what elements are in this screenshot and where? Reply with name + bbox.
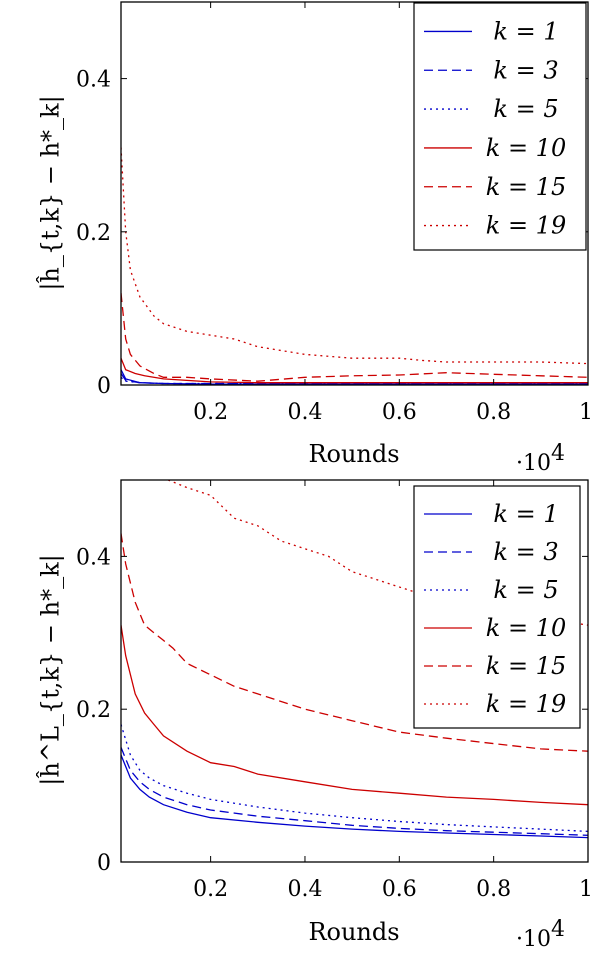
chart-top-series-line-2 [121,373,588,385]
chart-bottom-series-line-1 [121,754,588,839]
chart-top-x-tick-label: 0.6 [382,400,417,425]
chart-bottom-x-tick-label: 0.2 [193,877,228,902]
chart-bottom-series-line-5 [121,533,588,752]
chart-top-legend: k = 1 k = 3 k = 5 k = 10 k = 15 k = 19 [413,2,587,251]
chart-bottom-ticks: 0.2 0.4 0.6 0.8 1 0 0.2 0.4 [76,480,593,902]
multiplier-exp: 4 [551,917,565,942]
y-axis-title-text: |ĥ^L_{t,k} − h*_k| [36,554,66,785]
chart-top-y-tick-label: 0.2 [76,221,111,246]
chart-bottom-legend: k = 1 k = 3 k = 5 k = 10 k = 15 k = 19 [413,485,581,729]
chart-top-x-multiplier: ·104 [516,441,565,476]
chart-top-legend-label: k = 15 [486,173,566,201]
chart-bottom: 0.2 0.4 0.6 0.8 100.20.4 |ĥ^L_{t,k} − h*_k| … [36,479,593,952]
chart-top-x-axis-title: Rounds [308,440,399,468]
chart-top-ticks: 0.2 0.4 0.6 0.8 1 0 0.2 0.4 [76,2,593,425]
chart-bottom-x-multiplier: ·104 [516,917,565,950]
chart-top-legend-label: k = 19 [486,212,566,240]
chart-bottom-legend-box [413,485,581,729]
chart-top-series-line-5 [121,293,588,382]
chart-top-y-tick-label: 0.4 [76,68,111,93]
chart-bottom-plot-frame [120,479,589,863]
chart-top-legend-label: k = 5 [493,95,558,123]
chart-bottom-legend-label: k = 10 [486,614,566,642]
multiplier-exp: 4 [551,441,565,466]
chart-top-x-tick-label: 0.2 [193,400,228,425]
chart-bottom-legend-label: k = 19 [486,690,566,718]
chart-bottom-x-tick-label: 0.6 [382,877,417,902]
chart-bottom-series-line-3 [121,724,588,833]
chart-bottom-y-axis-title: |ĥ^L_{t,k} − h*_k| [36,554,66,785]
chart-top-series-line-4 [121,357,588,384]
chart-top-plot-frame [120,1,589,386]
chart-top-x-tick-label: 1 [579,400,593,425]
chart-bottom-x-tick-label: 1 [579,877,593,902]
chart-bottom-y-tick-label: 0.2 [76,698,111,723]
chart-top-y-axis-title: |ĥ_{t,k} − h*_k| [36,95,66,290]
chart-top-legend-label: k = 3 [493,56,558,84]
chart-bottom-legend-label: k = 1 [493,500,558,528]
chart-top-x-tick-label: 0.4 [287,400,322,425]
chart-bottom-x-tick-label: 0.4 [287,877,322,902]
chart-top-x-tick-label: 0.8 [476,400,511,425]
chart-bottom-y-tick-label: 0.4 [76,545,111,570]
chart-bottom-y-tick-label: 0 [97,851,111,876]
chart-bottom-series-line-4 [121,625,588,806]
chart-top: 0.2 0.4 0.6 0.8 1 0 0.2 0.4 |ĥ_{t,k} − h*_k| Ro… [36,1,593,476]
chart-bottom-legend-label: k = 3 [493,538,558,566]
multiplier-base: ·10 [516,927,551,950]
chart-top-legend-label: k = 1 [493,17,558,45]
chart-bottom-x-tick-label: 0.8 [476,877,511,902]
chart-bottom-legend-label: k = 15 [486,652,566,680]
chart-bottom-series-line-2 [121,747,588,836]
chart-bottom-x-axis-title: Rounds [308,918,399,946]
chart-top-legend-box [413,2,587,251]
chart-bottom-legend-label: k = 5 [493,576,558,604]
chart-top-y-tick-label: 0 [97,374,111,399]
y-axis-title-text: |ĥ_{t,k} − h*_k| [36,95,66,290]
multiplier-base: ·10 [516,451,551,476]
chart-top-legend-label: k = 10 [486,134,566,162]
